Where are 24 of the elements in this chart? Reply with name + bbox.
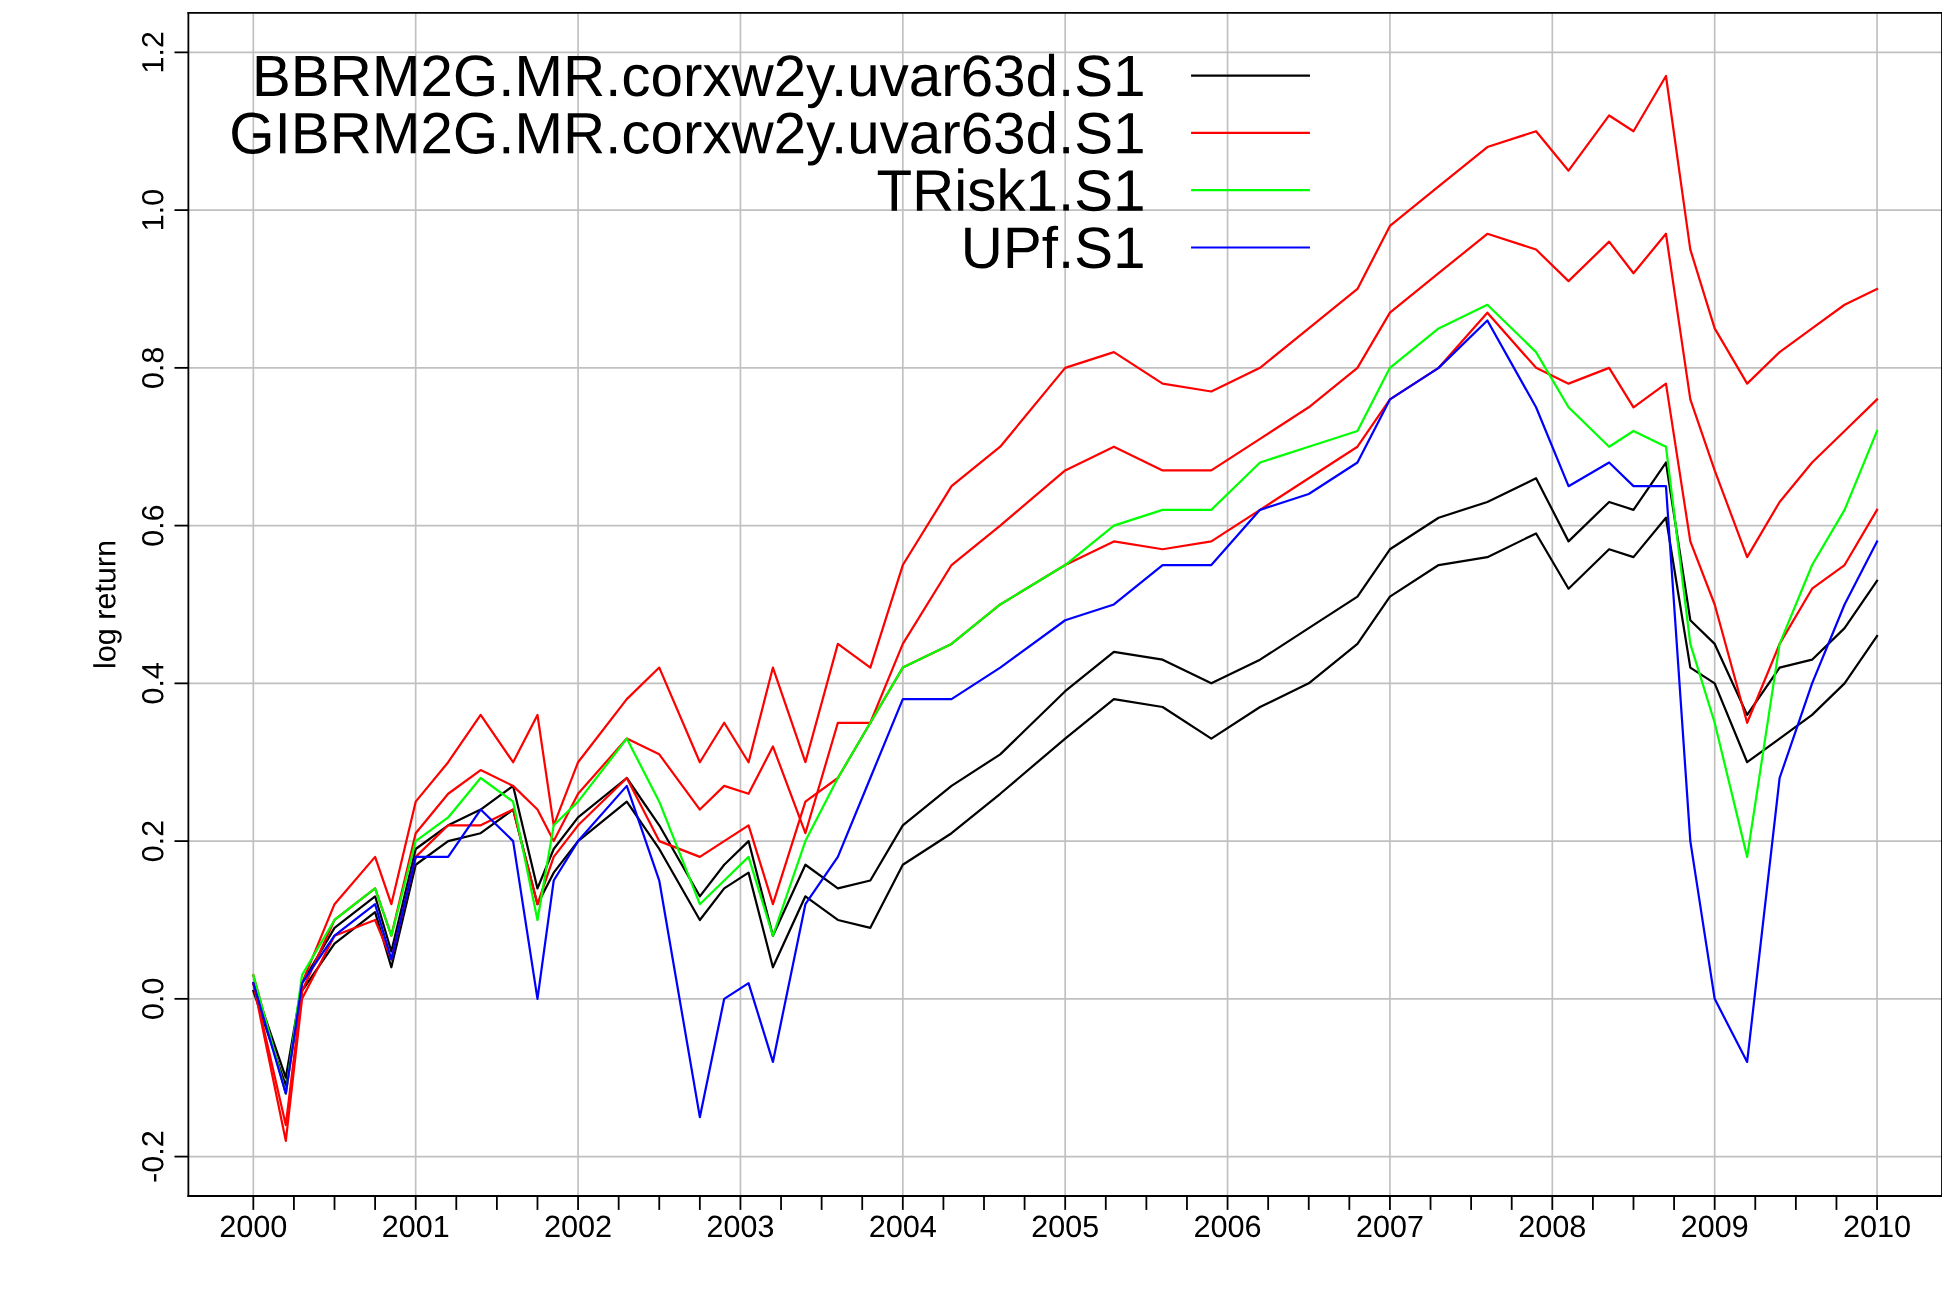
y-tick-label: 0.2 <box>141 821 164 862</box>
x-tick-label: 2002 <box>545 1215 611 1238</box>
legend-label: TRisk1.S1 <box>877 168 1143 212</box>
legend-label: BBRM2G.MR.corxw2y.uvar63d.S1 <box>256 53 1143 109</box>
legend-label: GIBRM2G.MR.corxw2y.uvar63d.S1 <box>232 111 1143 166</box>
x-tick-label: 2003 <box>708 1215 774 1238</box>
x-tick-label: 2007 <box>1357 1215 1423 1238</box>
legend-label: UPf.S1 <box>965 225 1143 269</box>
x-tick-label: 2006 <box>1195 1215 1261 1238</box>
x-tick-label: 2008 <box>1519 1215 1585 1238</box>
y-tick-label: -0.2 <box>141 1131 164 1182</box>
x-tick-label: 2004 <box>870 1215 936 1238</box>
x-tick-label: 2005 <box>1032 1215 1098 1238</box>
y-tick-label: 0.4 <box>141 663 164 704</box>
y-tick-label: 0.8 <box>141 347 164 388</box>
x-tick-label: 2009 <box>1682 1215 1748 1238</box>
x-tick-label: 2010 <box>1844 1215 1910 1238</box>
y-tick-label: 1.2 <box>141 32 164 72</box>
y-axis-title: log return <box>93 541 122 667</box>
y-tick-label: 0.0 <box>141 978 164 1019</box>
x-tick-label: 2000 <box>220 1215 287 1238</box>
y-tick-label: 1.0 <box>141 190 164 230</box>
y-tick-label: 0.6 <box>141 505 164 546</box>
x-tick-label: 2001 <box>383 1215 449 1238</box>
